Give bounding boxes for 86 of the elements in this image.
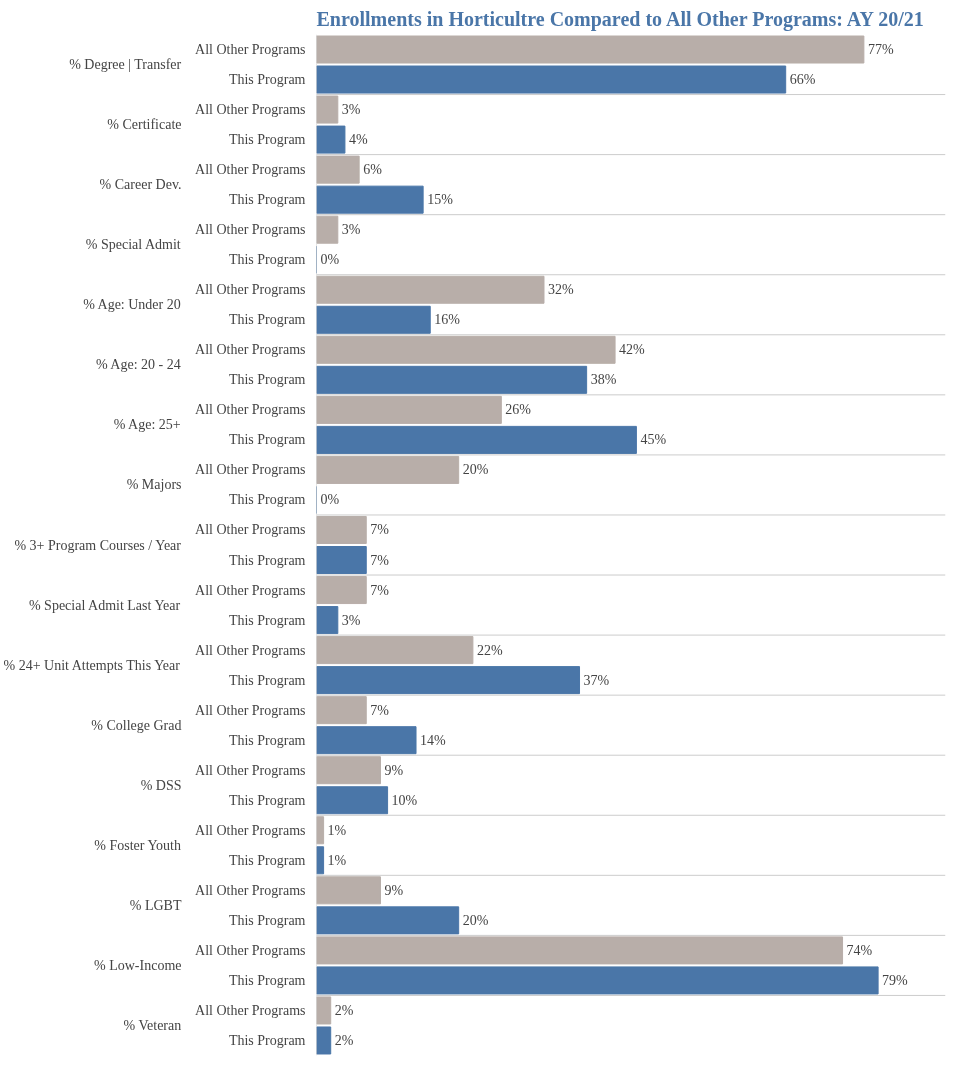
text: This Program [228,912,306,928]
text: All Other Programs [195,462,306,478]
data-label: 20% [462,912,489,928]
y-tick-label: % Low-Income [94,957,182,973]
text: All Other Programs [195,102,306,118]
data-label: 4% [348,132,368,148]
chart-title: Enrollments in Horticultre Compared to All Other Programs: AY 20/21 [316,7,924,31]
data-label: 74% [846,942,873,958]
y-tick-label: % Foster Youth [94,837,181,853]
text: This Program [228,672,306,688]
data-label: 3% [341,102,361,118]
data-label: 7% [370,552,390,568]
data-label: 1% [327,852,347,868]
text: This Program [228,432,306,448]
text: This Program [228,1032,306,1048]
data-label: 0% [320,252,340,268]
data-label: 66% [789,72,816,88]
text: All Other Programs [195,222,306,238]
text: All Other Programs [195,1002,306,1018]
data-label: 2% [334,1032,354,1048]
text: All Other Programs [195,522,306,538]
text: All Other Programs [195,162,306,178]
text: This Program [228,552,306,568]
data-label: 10% [391,792,418,808]
text: This Program [228,792,306,808]
data-label: 22% [476,642,503,658]
y-tick-label: % 3+ Program Courses / Year [14,537,182,553]
y-tick-label: % Age: Under 20 [83,297,181,313]
data-label: 0% [320,492,340,508]
text: All Other Programs [195,642,306,658]
text: This Program [228,492,306,508]
text: All Other Programs [195,882,306,898]
data-label: 38% [590,372,617,388]
text: This Program [228,612,306,628]
y-tick-label: % Degree | Transfer [69,57,182,73]
text: All Other Programs [195,402,306,418]
text: This Program [228,192,306,208]
text: All Other Programs [195,822,306,838]
data-label: 77% [867,42,894,58]
y-tick-label: % Majors [126,477,182,493]
y-tick-label: % College Grad [91,717,182,733]
text: This Program [228,252,306,268]
y-tick-label: % DSS [140,777,182,793]
text: All Other Programs [195,702,306,718]
y-tick-label: % Special Admit Last Year [28,597,181,613]
y-tick-label: % Special Admit [85,237,181,253]
y-tick-label: % Career Dev. [99,177,182,193]
data-label: 7% [370,702,390,718]
data-label: 1% [327,822,347,838]
series-label: This Program [228,72,306,88]
text: All Other Programs [195,342,306,358]
data-label: 2% [334,1002,354,1018]
data-label: 16% [434,312,461,328]
data-label: 7% [370,522,390,538]
y-tick-label: % 24+ Unit Attempts This Year [3,657,181,673]
data-label: 9% [384,882,404,898]
data-label: 32% [547,282,574,298]
text: This Program [228,132,306,148]
text: This Program [228,372,306,388]
series-label: All Other Programs [195,42,306,58]
text: This Program [228,852,306,868]
data-label: 14% [420,732,447,748]
data-label: 79% [882,972,909,988]
data-label: 15% [427,192,454,208]
text: All Other Programs [195,762,306,778]
data-label: 37% [583,672,610,688]
data-label: 7% [370,582,390,598]
text: This Program [228,972,306,988]
data-label: 3% [341,612,361,628]
y-tick-label: % Age: 20 - 24 [95,357,181,373]
y-tick-label: % Certificate [107,117,182,133]
text: This Program [228,312,306,328]
text: All Other Programs [195,942,306,958]
text: All Other Programs [195,282,306,298]
y-tick-label: % LGBT [129,897,182,913]
text: All Other Programs [195,582,306,598]
data-label: 26% [505,402,532,418]
y-tick-label: % Veteran [123,1017,182,1033]
data-label: 6% [363,162,383,178]
data-label: 45% [640,432,667,448]
data-label: 3% [341,222,361,238]
data-label: 9% [384,762,404,778]
data-label: 20% [462,462,489,478]
y-tick-label: % Age: 25+ [113,417,181,433]
text: This Program [228,732,306,748]
data-label: 42% [619,342,646,358]
